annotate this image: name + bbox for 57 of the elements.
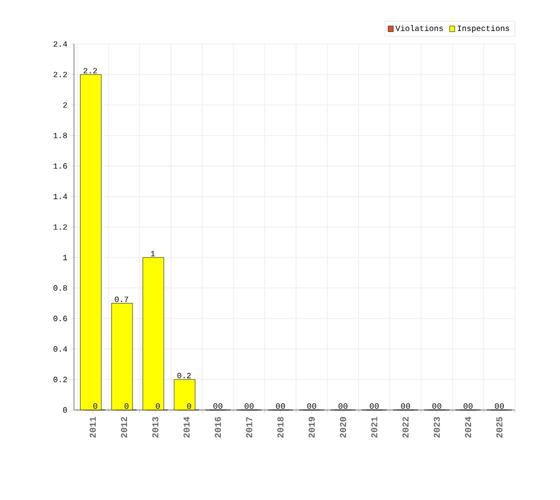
data-label: 0	[468, 403, 472, 409]
data-label: 0	[276, 403, 280, 409]
x-tick-label: 2023	[434, 416, 440, 438]
data-label: 0	[244, 403, 249, 409]
y-tick-label: 1.6	[54, 163, 67, 169]
data-label: 0	[432, 403, 436, 409]
data-label: 0	[93, 403, 98, 409]
y-tick-label: 1	[63, 254, 68, 260]
data-label: 0	[307, 403, 312, 409]
data-label: 0.7	[114, 296, 128, 302]
data-label: 0	[218, 403, 222, 409]
data-label: 0	[374, 403, 379, 409]
x-tick-label: 2022	[402, 417, 409, 438]
data-label: 0	[370, 403, 374, 409]
data-label: 0	[312, 403, 316, 409]
x-tick-label: 2011	[90, 416, 96, 438]
y-tick-label: 0.6	[54, 316, 67, 322]
x-tick-label: 2020	[340, 417, 346, 438]
y-tick-label: 0.2	[54, 376, 67, 382]
data-label: 0	[494, 403, 499, 409]
data-label: 2.2	[84, 68, 97, 74]
y-tick-label: 0	[63, 407, 67, 413]
y-tick-label: 1.2	[54, 224, 67, 230]
data-label: 0	[213, 403, 218, 409]
x-tick-label: 2019	[308, 417, 315, 438]
y-tick-label: 2.4	[54, 41, 68, 47]
legend-label: Inspections	[458, 25, 510, 33]
y-tick-label: 2	[63, 102, 67, 108]
data-label: 0	[187, 403, 192, 409]
y-tick-label: 1.4	[54, 194, 68, 200]
data-label: 0	[401, 403, 405, 409]
data-label: 0	[338, 403, 342, 409]
data-label: 0	[281, 403, 285, 409]
x-tick-label: 2021	[371, 416, 378, 438]
data-label: 0	[500, 403, 504, 409]
y-tick-label: 0.4	[54, 346, 68, 352]
x-tick-label: 2017	[246, 417, 252, 438]
data-label: 0	[124, 403, 128, 409]
x-tick-label: 2016	[214, 417, 221, 438]
data-label: 0	[464, 403, 468, 409]
data-label: 0	[437, 403, 442, 409]
legend-label: Violations	[395, 25, 443, 32]
y-tick-label: 1.8	[54, 132, 67, 138]
data-label: 0	[406, 403, 410, 409]
x-tick-label: 2014	[184, 416, 190, 438]
data-label: 0	[344, 403, 348, 409]
data-label: 0.2	[177, 372, 191, 378]
x-tick-label: 2013	[152, 416, 158, 438]
x-tick-label: 2012	[120, 417, 128, 438]
y-tick-label: 0.8	[54, 285, 67, 291]
x-tick-label: 2024	[465, 416, 472, 438]
data-label: 1	[151, 251, 155, 256]
x-tick-label: 2018	[277, 417, 284, 438]
x-tick-label: 2025	[496, 416, 502, 438]
y-tick-label: 2.2	[54, 72, 67, 78]
data-label: 0	[156, 403, 160, 409]
data-label: 0	[250, 403, 254, 409]
